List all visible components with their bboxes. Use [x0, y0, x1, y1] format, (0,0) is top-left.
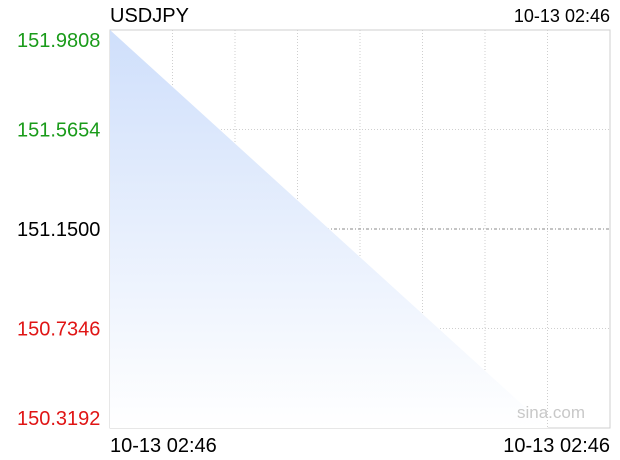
x-axis-end-label: 10-13 02:46	[503, 435, 610, 457]
chart-timestamp: 10-13 02:46	[514, 6, 610, 26]
y-tick-label: 151.1500	[17, 219, 100, 241]
sina-watermark: sina.com	[517, 403, 585, 422]
y-tick-label: 151.5654	[17, 120, 100, 142]
y-axis-ticks: 151.9808 151.5654 151.1500 150.7346 150.3192	[17, 30, 100, 430]
y-tick-label: 151.9808	[17, 30, 100, 52]
chart-title: USDJPY	[110, 5, 189, 27]
x-axis-start-label: 10-13 02:46	[110, 435, 217, 457]
price-area	[110, 30, 548, 428]
y-tick-label: 150.7346	[17, 319, 100, 341]
y-tick-label: 150.3192	[17, 408, 100, 430]
price-area-fill	[110, 30, 548, 428]
